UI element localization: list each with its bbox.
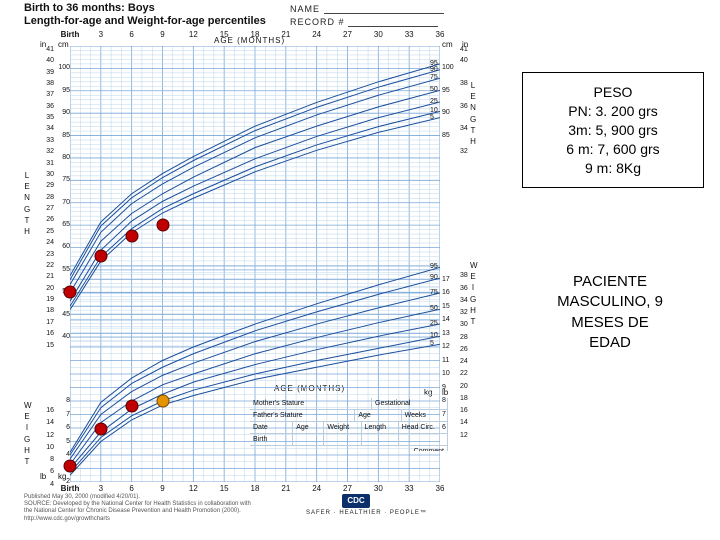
it-r2c1: Father's Stature: [250, 410, 355, 421]
page-root: Birth to 36 months: Boys Length-for-age …: [0, 0, 720, 540]
it-r3c1: Date: [250, 422, 293, 433]
footer: Published May 30, 2000 (modified 4/20/01…: [24, 494, 251, 523]
patient-marker: [94, 423, 107, 436]
footer-l2: SOURCE: Developed by the National Center…: [24, 501, 251, 508]
patient-l4: EDAD: [540, 333, 680, 353]
it-r3c3: Weight: [324, 422, 361, 433]
length-vlabel-r: LENGTH: [470, 80, 478, 147]
title-line2: Length-for-age and Weight-for-age percen…: [24, 15, 266, 28]
record-label: RECORD #: [290, 17, 345, 27]
name-label: NAME: [290, 4, 320, 14]
peso-l4: 9 m: 8Kg: [529, 159, 697, 178]
it-r3c4: Length: [362, 422, 399, 433]
patient-marker: [156, 219, 169, 232]
title-line1: Birth to 36 months: Boys: [24, 2, 266, 15]
footer-l4: http://www.cdc.gov/growthcharts: [24, 516, 251, 523]
peso-l2: 3m: 5, 900 grs: [529, 121, 697, 140]
birth-label-top: Birth: [61, 30, 80, 39]
chart-title: Birth to 36 months: Boys Length-for-age …: [24, 2, 266, 28]
meta-fields: NAME RECORD #: [290, 4, 444, 30]
peso-l0: PESO: [529, 83, 697, 102]
it-r1c3: Gestational: [372, 398, 448, 409]
length-vlabel: LENGTH: [24, 170, 32, 237]
it-r4c1: Birth: [250, 434, 293, 445]
unit-cm-tr: cm: [442, 40, 453, 49]
patient-marker: [64, 286, 77, 299]
birth-label-bot: Birth: [61, 484, 80, 493]
patient-marker: [125, 230, 138, 243]
safer-line: SAFER · HEALTHIER · PEOPLE™: [306, 510, 427, 516]
patient-l2: MASCULINO, 9: [540, 292, 680, 312]
unit-cm-tl: cm: [58, 40, 69, 49]
it-r2c3: Age: [355, 410, 401, 421]
patient-marker: [94, 250, 107, 263]
peso-l1: PN: 3. 200 grs: [529, 102, 697, 121]
footer-l3: the National Center for Chronic Disease …: [24, 508, 251, 515]
patient-marker: [64, 459, 77, 472]
patient-marker: [125, 400, 138, 413]
weight-vlabel: WEIGHT: [24, 400, 32, 467]
peso-box: PESO PN: 3. 200 grs 3m: 5, 900 grs 6 m: …: [522, 72, 704, 188]
patient-l1: PACIENTE: [540, 272, 680, 292]
weight-vlabel-r: WEIGHT: [470, 260, 478, 327]
patient-box: PACIENTE MASCULINO, 9 MESES DE EDAD: [540, 272, 680, 353]
growth-chart: Birth to 36 months: Boys Length-for-age …: [10, 0, 490, 540]
patient-l3: MESES DE: [540, 313, 680, 333]
it-r3c5: Head Circ.: [399, 422, 448, 433]
footer-l1: Published May 30, 2000 (modified 4/20/01…: [24, 494, 251, 501]
patient-marker: [156, 395, 169, 408]
it-r1c1: Mother's Stature: [250, 398, 372, 409]
info-table: Mother's Stature Gestational Father's St…: [250, 398, 448, 452]
it-r3c2: Age: [293, 422, 324, 433]
peso-l3: 6 m: 7, 600 grs: [529, 140, 697, 159]
cdc-logo: CDC: [342, 494, 370, 508]
